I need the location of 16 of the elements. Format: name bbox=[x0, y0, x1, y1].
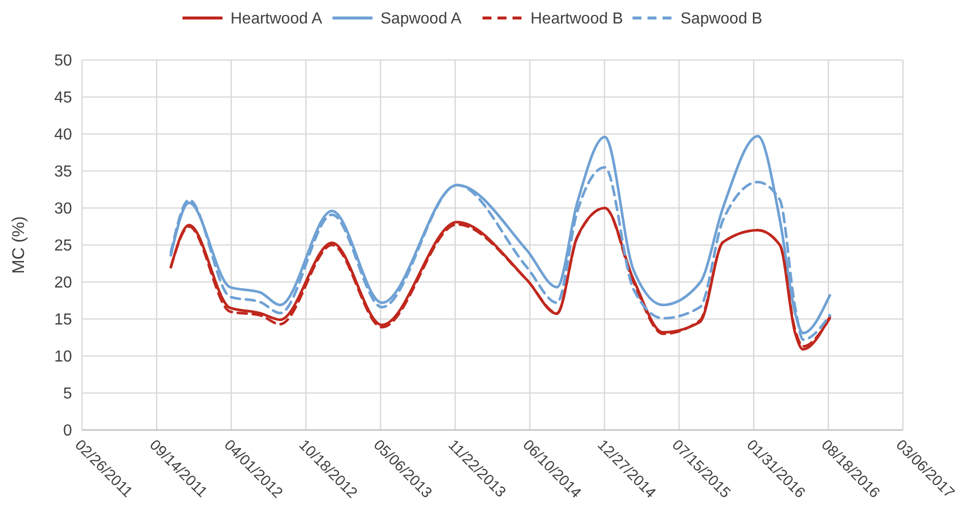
y-tick-label: 40 bbox=[54, 126, 72, 144]
y-axis-title: MC (%) bbox=[9, 216, 28, 274]
y-tick-label: 0 bbox=[63, 422, 72, 440]
y-tick-label: 50 bbox=[54, 52, 72, 70]
y-tick-label: 5 bbox=[63, 386, 72, 403]
y-tick-label: 20 bbox=[54, 274, 72, 292]
y-tick-label: 15 bbox=[54, 312, 72, 329]
y-tick-label: 10 bbox=[54, 348, 72, 366]
y-tick-label: 30 bbox=[54, 200, 72, 218]
y-tick-label: 45 bbox=[54, 90, 72, 107]
legend-label: Sapwood B bbox=[680, 10, 762, 28]
legend-label: Sapwood A bbox=[380, 10, 462, 28]
legend-label: Heartwood A bbox=[230, 10, 322, 28]
legend-label: Heartwood B bbox=[530, 10, 623, 28]
y-tick-label: 35 bbox=[54, 164, 72, 181]
y-tick-label: 25 bbox=[54, 238, 72, 255]
